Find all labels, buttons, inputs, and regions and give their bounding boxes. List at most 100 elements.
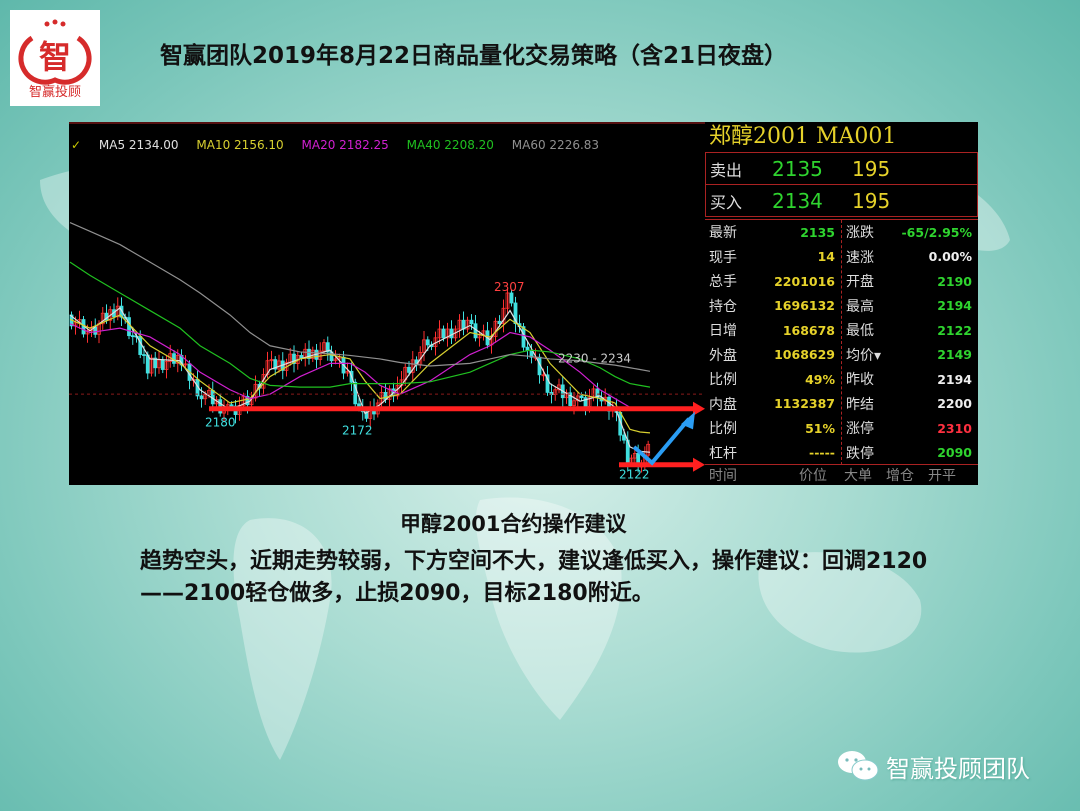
candle-body — [525, 346, 530, 351]
stat-label: 均价▾ — [846, 347, 882, 364]
stat-row: 外盘 1068629 — [705, 343, 841, 368]
candle-body — [445, 328, 450, 339]
check-icon: ✓ — [71, 138, 82, 152]
legend-name: MA20 — [301, 138, 336, 152]
candle-body — [307, 348, 311, 359]
candle-body — [568, 392, 573, 406]
stat-row: 现手 14 — [705, 245, 841, 270]
stat-value: 14 — [817, 249, 835, 265]
stat-row: 跌停 2090 — [842, 441, 978, 466]
ask-row[interactable]: 卖出 2135 195 — [705, 153, 978, 185]
candle-body — [646, 443, 651, 456]
stat-value: 2194 — [937, 371, 972, 387]
watermark-text: 智赢投顾团队 — [886, 754, 1030, 783]
candle-body — [410, 359, 415, 373]
stat-row: 昨结 2200 — [842, 392, 978, 417]
candlestick-chart: ✓ MA5 2134.00 MA10 2156.10 MA20 2182.25 … — [69, 122, 705, 485]
stat-row: 均价▾ 2149 — [842, 343, 978, 368]
candle-body — [425, 339, 430, 346]
stat-value: 51% — [805, 420, 835, 436]
stat-value: 2201016 — [774, 273, 835, 289]
label-low-2180: 2180 — [205, 416, 236, 430]
stat-label: 杠杆 — [709, 445, 737, 462]
legend-name: MA10 — [196, 138, 231, 152]
forecast-arrow-head — [681, 411, 695, 430]
stat-row: 最低 2122 — [842, 318, 978, 343]
stat-value: 2122 — [937, 322, 972, 338]
stat-value: 2135 — [800, 224, 835, 240]
candle-body — [505, 292, 510, 309]
ask-price: 2135 — [772, 156, 823, 181]
stat-label: 涨停 — [846, 421, 874, 438]
stats-left-column: 最新 2135 现手 14 总手 2201016 持仓 1696132 日增 168678 外盘 10… — [705, 220, 842, 465]
stat-row: 比例 51% — [705, 416, 841, 441]
stat-value: -65/2.95% — [901, 224, 972, 240]
legend-ma5: MA5 2134.00 — [99, 138, 179, 152]
stat-label: 速涨 — [846, 249, 874, 266]
stat-value: 1696132 — [774, 298, 835, 314]
bid-label: 买入 — [710, 192, 743, 212]
col-time: 时间 — [709, 468, 737, 484]
stat-label: 日增 — [709, 323, 737, 340]
legend-ma60: MA60 2226.83 — [512, 138, 599, 152]
bid-row[interactable]: 买入 2134 195 — [705, 185, 978, 217]
candle-body — [100, 312, 105, 325]
stat-row: 总手 2201016 — [705, 269, 841, 294]
stat-row: 开盘 2190 — [842, 269, 978, 294]
stat-value: 1068629 — [774, 347, 835, 363]
candle-body — [437, 328, 442, 339]
stat-value: 0.00% — [928, 249, 972, 265]
candle-body — [269, 359, 274, 362]
support-arrow-2122-head — [693, 457, 705, 472]
candle-body — [579, 395, 584, 399]
stat-label: 比例 — [709, 372, 737, 389]
candle-body — [164, 361, 169, 370]
ask-label: 卖出 — [710, 160, 743, 180]
candle-body — [364, 411, 369, 419]
candle-body — [273, 359, 278, 370]
stat-label: 内盘 — [709, 396, 737, 413]
ma-line-ma10 — [69, 314, 651, 434]
candle-body — [299, 355, 304, 359]
svg-text:智赢投顾: 智赢投顾 — [29, 84, 81, 100]
watermark: 智赢投顾团队 — [836, 748, 1030, 784]
wechat-icon — [838, 751, 879, 781]
stat-value: 168678 — [782, 322, 835, 338]
stat-label: 最低 — [846, 323, 874, 340]
label-high: 2307 — [494, 280, 525, 294]
stat-label: 比例 — [709, 421, 737, 438]
ma-line-ma60 — [69, 222, 651, 372]
legend-value: 2208.20 — [444, 138, 494, 152]
stat-row: 内盘 1132387 — [705, 392, 841, 417]
stat-label: 最高 — [846, 298, 874, 315]
stat-label: 最新 — [709, 225, 737, 242]
svg-text:智: 智 — [39, 38, 71, 76]
stat-row: 昨收 2194 — [842, 367, 978, 392]
candle-body — [509, 292, 514, 304]
legend-ma40: MA40 2208.20 — [407, 138, 494, 152]
stat-label: 昨结 — [846, 396, 874, 413]
stat-row: 涨跌 -65/2.95% — [842, 220, 978, 245]
stat-value: 2310 — [937, 420, 972, 436]
label-range: 2230 - 2234 — [558, 351, 631, 365]
candle-body — [229, 404, 234, 407]
ma-legend: ✓ MA5 2134.00 MA10 2156.10 MA20 2182.25 … — [69, 138, 613, 152]
stat-value: 1132387 — [774, 396, 835, 412]
legend-value: 2156.10 — [234, 138, 284, 152]
section-subtitle: 甲醇2001合约操作建议 — [400, 512, 627, 536]
bid-price: 2134 — [772, 188, 823, 213]
stat-value: 2190 — [937, 273, 972, 289]
stat-row: 杠杆 ----- — [705, 441, 841, 466]
ask-volume: 195 — [852, 156, 891, 181]
ma-line-ma40 — [69, 261, 651, 388]
contract-header: 郑醇2001 MA001 — [705, 122, 978, 153]
legend-value: 2182.25 — [339, 138, 389, 152]
col-oi-change: 增仓 — [886, 468, 914, 484]
candle-body — [138, 336, 143, 355]
candle-body — [572, 400, 576, 407]
stat-row: 最新 2135 — [705, 220, 841, 245]
quote-panel: 郑醇2001 MA001 卖出 2135 195 买入 2134 195 最新 2… — [705, 122, 978, 485]
candle-body — [292, 353, 296, 364]
bid-volume: 195 — [852, 188, 891, 213]
candle-body — [130, 335, 135, 338]
